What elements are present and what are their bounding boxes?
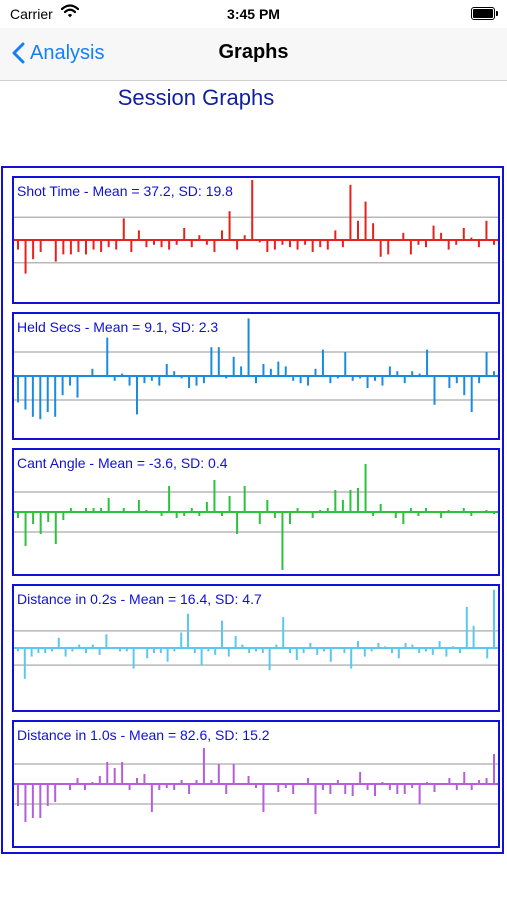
status-bar: Carrier 3:45 PM [0,0,507,28]
held-secs-label: Held Secs - Mean = 9.1, SD: 2.3 [17,319,219,335]
cant-angle-chart [14,464,498,570]
graph-cant-angle: Cant Angle - Mean = -3.6, SD: 0.4 [12,448,500,576]
shot-time-label: Shot Time - Mean = 37.2, SD: 19.8 [17,183,233,199]
graph-shot-time: Shot Time - Mean = 37.2, SD: 19.8 [12,176,500,304]
wifi-icon [60,4,80,21]
graph-distance-10: Distance in 1.0s - Mean = 82.6, SD: 15.2 [12,720,500,848]
chevron-left-icon [12,42,25,64]
distance-10-chart [14,748,498,822]
page-heading: Session Graphs [117,85,275,110]
graphs-container: Shot Time - Mean = 37.2, SD: 19.8 Held S… [1,166,504,854]
battery-icon [471,7,498,20]
nav-title: Graphs [218,41,289,63]
held-secs-chart [14,318,498,420]
shot-time-chart [14,180,498,274]
carrier-label: Carrier [10,6,53,22]
navigation-bar: Analysis Graphs [0,28,507,81]
distance-10-label: Distance in 1.0s - Mean = 82.6, SD: 15.2 [17,727,270,743]
back-button-label: Analysis [30,41,105,64]
graph-distance-02: Distance in 0.2s - Mean = 16.4, SD: 4.7 [12,584,500,712]
back-button[interactable]: Analysis [12,38,104,68]
cant-angle-label: Cant Angle - Mean = -3.6, SD: 0.4 [17,455,228,471]
distance-02-chart [14,589,498,679]
distance-02-label: Distance in 0.2s - Mean = 16.4, SD: 4.7 [17,591,262,607]
graph-held-secs: Held Secs - Mean = 9.1, SD: 2.3 [12,312,500,440]
status-time: 3:45 PM [227,6,280,22]
